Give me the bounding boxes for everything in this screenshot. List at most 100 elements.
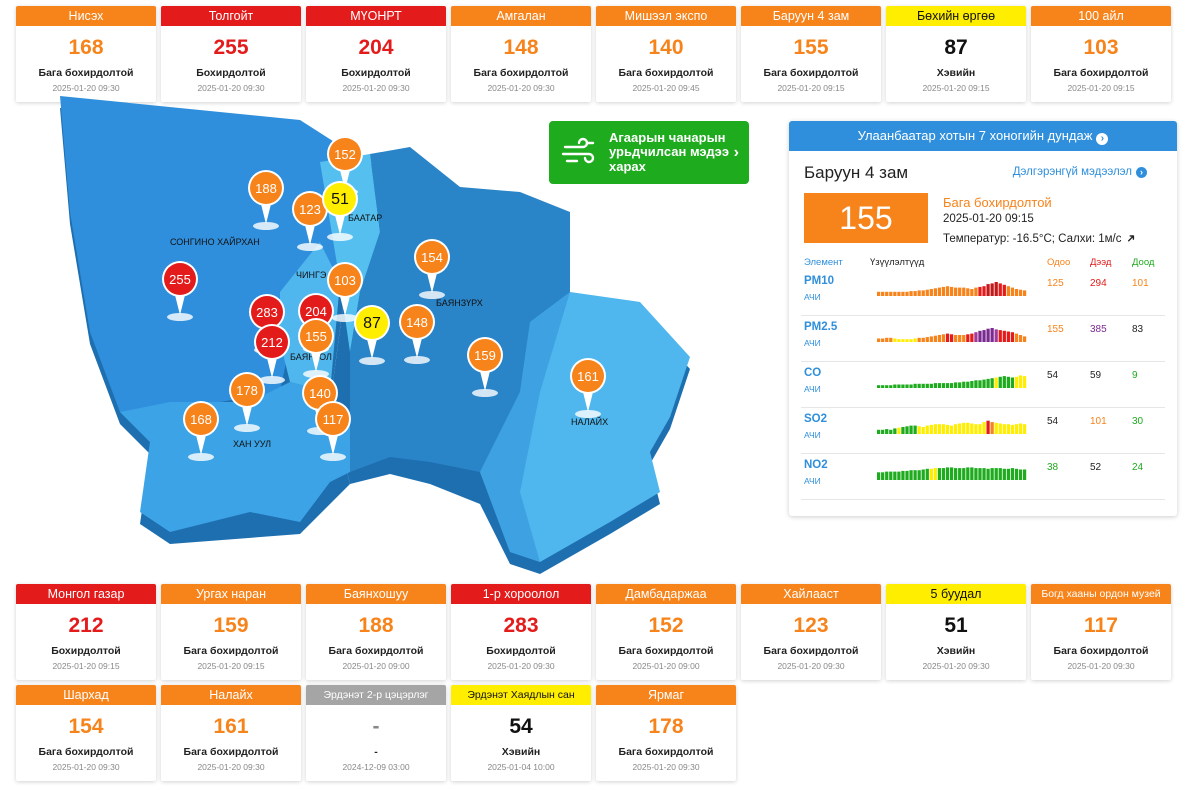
col-min: Доод: [1132, 257, 1155, 268]
sparkbar: [962, 381, 966, 388]
pollutant-row[interactable]: CO АЧИ 54 59 9: [804, 365, 1164, 405]
map-pin[interactable]: 178: [229, 372, 265, 432]
pollutant-row[interactable]: NO2 АЧИ 38 52 24: [804, 457, 1164, 497]
station-card[interactable]: Шархад 154 Бага бохирдолтой 2025-01-20 09:3…: [16, 685, 156, 781]
sparkbar: [925, 337, 929, 342]
map-pin[interactable]: 159: [467, 337, 503, 397]
sparkbar: [885, 291, 889, 296]
pin-value: 212: [261, 335, 283, 350]
map-pin[interactable]: 188: [248, 170, 284, 230]
map-pin[interactable]: 51: [322, 181, 358, 241]
station-card[interactable]: 100 айл 103 Бага бохирдолтой 2025-01-20 09:…: [1031, 6, 1171, 102]
sparkbar: [881, 385, 885, 388]
map-pin[interactable]: 87: [354, 305, 390, 365]
pollutant-row[interactable]: PM2.5 АЧИ 155 385 83: [804, 319, 1164, 359]
station-card[interactable]: Нисэх 168 Бага бохирдолтой 2025-01-20 09:30: [16, 6, 156, 102]
sparkbar: [937, 424, 942, 434]
map-pin[interactable]: 168: [183, 401, 219, 461]
pin-dot: [329, 264, 361, 296]
map-pin[interactable]: 154: [414, 239, 450, 299]
station-card[interactable]: Эрдэнэт 2-р цэцэрлэг - - 2024-12-09 03:00: [306, 685, 446, 781]
panel-station-name: Баруун 4 зам: [804, 163, 909, 182]
pollutant-row[interactable]: SO2 АЧИ 54 101 30: [804, 411, 1164, 451]
map-pins: 152 188 123 51 154 255 103 283 204 212 155 87 148 159…: [162, 136, 606, 461]
map-pin[interactable]: 161: [570, 358, 606, 418]
pin-base: [575, 410, 601, 418]
station-card[interactable]: Эрдэнэт Хаядлын сан 54 Хэвийн 2025-01-04 10…: [451, 685, 591, 781]
pollutant-max: 101: [1090, 416, 1107, 427]
station-card[interactable]: Амгалан 148 Бага бохирдолтой 2025-01-20 09:…: [451, 6, 591, 102]
sparkbar: [962, 422, 966, 434]
station-time: 2025-01-20 09:30: [1067, 661, 1135, 671]
sparkbar: [925, 468, 929, 480]
sparkbar: [909, 339, 913, 342]
station-card[interactable]: 1-р хороолол 283 Бохирдолтой 2025-01-20 09:…: [451, 584, 591, 680]
pollutant-name: SO2: [804, 413, 828, 425]
station-card[interactable]: Баруун 4 зам 155 Бага бохирдолтой 2025-01-2…: [741, 6, 881, 102]
more-info-link[interactable]: Дэлгэрэнгүй мэдээлэл ›: [1013, 166, 1147, 178]
pin-stem: [266, 354, 278, 378]
pin-stem: [241, 402, 253, 426]
station-card[interactable]: Ургах наран 159 Бага бохирдолтой 2025-01-20…: [161, 584, 301, 680]
station-aqi: 204: [358, 36, 394, 59]
sparkbar: [1022, 424, 1027, 434]
sparkbar: [954, 424, 958, 434]
sparkbar: [917, 337, 921, 342]
panel-header[interactable]: Улаанбаатар хотын 7 хоногийн дундаж ›: [789, 121, 1177, 151]
station-aqi: -: [372, 715, 380, 738]
station-time: 2025-01-20 09:30: [632, 762, 700, 772]
station-level: Бага бохирдолтой: [1053, 67, 1149, 79]
sparkbar: [1018, 375, 1023, 388]
forecast-button[interactable]: Агаарын чанарын урьдчилсан мэдээ харах ›: [549, 121, 749, 184]
station-card[interactable]: Налайх 161 Бага бохирдолтой 2025-01-20 09:3…: [161, 685, 301, 781]
map-pin[interactable]: 123: [292, 191, 328, 251]
map-pin[interactable]: 117: [315, 401, 351, 461]
map-pin[interactable]: 148: [399, 304, 435, 364]
sparkbar: [897, 291, 901, 296]
sparkbar: [949, 383, 954, 388]
row-divider: [801, 453, 1165, 454]
station-card[interactable]: Хайлааст 123 Бага бохирдолтой 2025-01-20 09…: [741, 584, 881, 680]
map-pin[interactable]: 255: [162, 261, 198, 321]
sparkbar: [1010, 332, 1015, 342]
pin-dot: [256, 326, 288, 358]
sparkbar: [941, 424, 946, 434]
sparkbar: [885, 337, 889, 342]
sparkbar: [1014, 289, 1019, 296]
label-bayangol: БАЯНГОЛ: [290, 352, 332, 362]
pin-base: [327, 233, 353, 241]
station-aqi: 154: [68, 715, 104, 738]
sparkbar: [937, 383, 942, 388]
sparkbar: [913, 291, 917, 296]
sparkbar: [889, 471, 893, 480]
panel-timestamp: 2025-01-20 09:15: [943, 213, 1034, 225]
pollutant-current: 54: [1047, 416, 1059, 427]
sparkbar: [921, 290, 925, 296]
map-pin[interactable]: 103: [327, 262, 363, 322]
sparkbar: [913, 338, 917, 342]
station-card[interactable]: Мишээл экспо 140 Бага бохирдолтой 2025-01-2…: [596, 6, 736, 102]
station-card[interactable]: 5 буудал 51 Хэвийн 2025-01-20 09:30: [886, 584, 1026, 680]
pin-dot: [251, 296, 283, 328]
map-pin[interactable]: 212: [254, 324, 290, 384]
wind-direction-icon: ➜: [1123, 231, 1139, 247]
col-max: Дээд: [1090, 257, 1112, 268]
station-card[interactable]: Бөхийн өргөө 87 Хэвийн 2025-01-20 09:15: [886, 6, 1026, 102]
station-name: Мишээл экспо: [596, 6, 736, 26]
station-card[interactable]: МҮОНРТ 204 Бохирдолтой 2025-01-20 09:30: [306, 6, 446, 102]
map-pin[interactable]: 155: [298, 318, 334, 378]
station-card[interactable]: Ярмаг 178 Бага бохирдолтой 2025-01-20 09:30: [596, 685, 736, 781]
pollutant-row[interactable]: PM10 АЧИ 125 294 101: [804, 273, 1164, 313]
station-card[interactable]: Богд хааны ордон музей 117 Бага бохирдолто…: [1031, 584, 1171, 680]
sparkbar: [978, 424, 982, 434]
sparkbar: [897, 339, 901, 342]
station-card[interactable]: Баянхошуу 188 Бага бохирдолтой 2025-01-20 0…: [306, 584, 446, 680]
station-card[interactable]: Монгол газар 212 Бохирдолтой 2025-01-20 09:…: [16, 584, 156, 680]
station-aqi: 161: [213, 715, 249, 738]
sparkbar: [909, 470, 913, 480]
pin-dot: [300, 295, 332, 327]
label-bayanzurkh: БАЯНЗҮРХ: [436, 298, 483, 308]
station-card[interactable]: Толгойт 255 Бохирдолтой 2025-01-20 09:30: [161, 6, 301, 102]
station-card[interactable]: Дамбадаржаа 152 Бага бохирдолтой 2025-01-20…: [596, 584, 736, 680]
sparkbar: [1014, 424, 1019, 434]
